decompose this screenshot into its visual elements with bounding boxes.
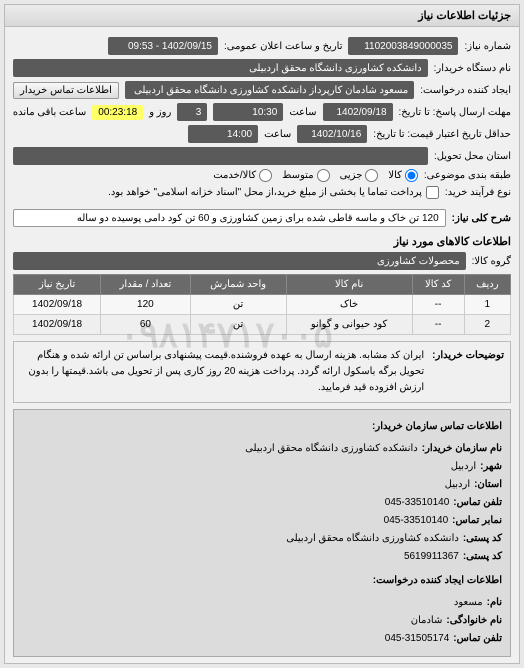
treasury-label: پرداخت تماما یا بخشی از مبلغ خرید،از محل… <box>108 187 422 198</box>
th-5: تاریخ نیاز <box>14 275 101 295</box>
table-header-row: ردیف کد کالا نام کالا واحد شمارش تعداد /… <box>14 275 511 295</box>
th-0: ردیف <box>464 275 510 295</box>
label-buyer: نام دستگاه خریدار: <box>434 63 511 74</box>
th-1: کد کالا <box>412 275 464 295</box>
treasury-checkbox[interactable] <box>426 186 439 199</box>
form-body: شماره نیاز: 1102003849000035 تاریخ و ساع… <box>5 27 519 663</box>
label-creator: ایجاد کننده درخواست: <box>420 85 511 96</box>
th-2: نام کالا <box>286 275 412 295</box>
field-deadline-days: 3 <box>177 103 207 121</box>
contact-title: اطلاعات تماس سازمان خریدار: <box>22 418 502 436</box>
th-4: تعداد / مقدار <box>101 275 191 295</box>
label-budget: طبقه بندی موضوعی: <box>424 170 511 181</box>
label-group: گروه کالا: <box>472 256 511 267</box>
label-reqno: شماره نیاز: <box>464 41 511 52</box>
items-table: ردیف کد کالا نام کالا واحد شمارش تعداد /… <box>13 274 511 335</box>
field-group: محصولات کشاورزی <box>13 252 466 270</box>
label-remain: ساعت باقی مانده <box>13 107 86 118</box>
radio-3[interactable] <box>259 169 272 182</box>
field-reqno: 1102003849000035 <box>348 37 458 55</box>
contact-button[interactable]: اطلاعات تماس خریدار <box>13 82 119 99</box>
countdown-timer: 00:23:18 <box>92 105 143 120</box>
radio-0[interactable] <box>405 169 418 182</box>
description-box: توضیحات خریدار: ایران کد مشابه. هزینه ار… <box>13 341 511 403</box>
table-row: 1 -- خاک تن 120 1402/09/18 <box>14 295 511 315</box>
radio-option-3[interactable]: کالا/خدمت <box>213 169 272 182</box>
label-days: روز و <box>149 107 171 118</box>
treasury-checkbox-row: پرداخت تماما یا بخشی از مبلغ خرید،از محل… <box>108 186 439 199</box>
label-deadline: مهلت ارسال پاسخ: تا تاریخ: <box>399 107 511 118</box>
label-delivery: استان محل تحویل: <box>434 151 511 162</box>
creator-title: اطلاعات ایجاد کننده درخواست: <box>22 572 502 590</box>
label-announce: تاریخ و ساعت اعلان عمومی: <box>224 41 343 52</box>
table-row: 2 -- کود حیوانی و گوانو تن 60 1402/09/18 <box>14 315 511 335</box>
budget-radio-group: کالا جزیی متوسط کالا/خدمت <box>213 169 418 182</box>
label-desc: توضیحات خریدار: <box>432 348 504 396</box>
label-validity: حداقل تاریخ اعتبار قیمت: تا تاریخ: <box>373 129 511 140</box>
radio-2[interactable] <box>317 169 330 182</box>
field-deadline-time: 10:30 <box>213 103 283 121</box>
field-buyer: دانشکده کشاورزی دانشگاه محقق اردبیلی <box>13 59 428 77</box>
field-validity-time: 14:00 <box>188 125 258 143</box>
field-deadline-date: 1402/09/18 <box>323 103 393 121</box>
field-creator: مسعود شادمان کارپرداز دانشکده کشاورزی دا… <box>125 81 414 99</box>
details-panel: جزئیات اطلاعات نیاز شماره نیاز: 11020038… <box>4 4 520 664</box>
field-desc: ایران کد مشابه. هزینه ارسال به عهده فروش… <box>20 348 424 396</box>
label-time2: ساعت <box>264 129 291 140</box>
field-announce: 1402/09/15 - 09:53 <box>108 37 218 55</box>
contact-box: اطلاعات تماس سازمان خریدار: نام سازمان خ… <box>13 409 511 657</box>
field-validity-date: 1402/10/16 <box>297 125 367 143</box>
th-3: واحد شمارش <box>190 275 286 295</box>
radio-option-0[interactable]: کالا <box>388 169 418 182</box>
radio-option-2[interactable]: متوسط <box>282 169 329 182</box>
label-process: نوع فرآیند خرید: <box>445 187 511 198</box>
radio-option-1[interactable]: جزیی <box>340 169 379 182</box>
label-subject: شرح کلی نیاز: <box>452 213 511 224</box>
items-section-title: اطلاعات کالاهای مورد نیاز <box>13 235 511 248</box>
field-delivery <box>13 147 428 165</box>
radio-1[interactable] <box>365 169 378 182</box>
label-time1: ساعت <box>289 107 316 118</box>
panel-title: جزئیات اطلاعات نیاز <box>5 5 519 27</box>
field-subject: 120 تن خاک و ماسه قاطی شده برای زمین کشا… <box>13 209 446 227</box>
